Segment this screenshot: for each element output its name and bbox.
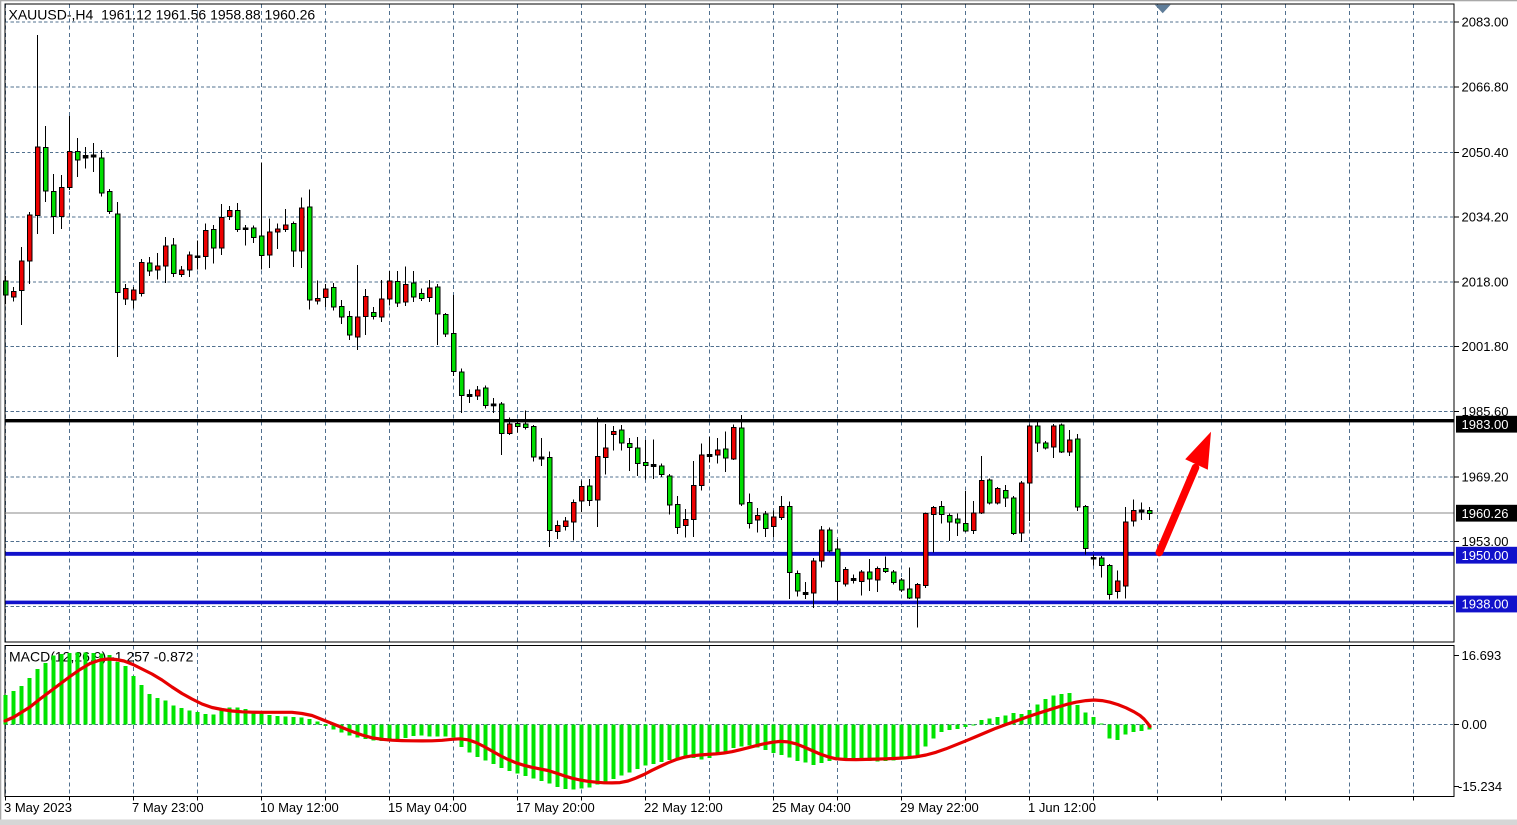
svg-text:1950.00: 1950.00 <box>1462 548 1509 563</box>
svg-text:2083.00: 2083.00 <box>1462 15 1509 30</box>
svg-text:1969.20: 1969.20 <box>1462 469 1509 484</box>
svg-text:2018.00: 2018.00 <box>1462 275 1509 290</box>
svg-text:1953.00: 1953.00 <box>1462 534 1509 549</box>
svg-text:22 May 12:00: 22 May 12:00 <box>644 800 723 815</box>
svg-text:2066.80: 2066.80 <box>1462 80 1509 95</box>
svg-text:29 May 22:00: 29 May 22:00 <box>900 800 979 815</box>
svg-text:1 Jun 12:00: 1 Jun 12:00 <box>1028 800 1096 815</box>
svg-text:2034.20: 2034.20 <box>1462 210 1509 225</box>
svg-text:-15.234: -15.234 <box>1458 779 1502 794</box>
svg-text:1985.60: 1985.60 <box>1462 404 1509 419</box>
svg-text:15 May 04:00: 15 May 04:00 <box>388 800 467 815</box>
svg-text:25 May 04:00: 25 May 04:00 <box>772 800 851 815</box>
svg-text:3 May 2023: 3 May 2023 <box>4 800 72 815</box>
svg-text:1960.26: 1960.26 <box>1462 506 1509 521</box>
svg-text:2001.80: 2001.80 <box>1462 339 1509 354</box>
svg-text:7 May 23:00: 7 May 23:00 <box>132 800 204 815</box>
svg-text:17 May 20:00: 17 May 20:00 <box>516 800 595 815</box>
svg-text:1983.00: 1983.00 <box>1462 417 1509 432</box>
svg-text:XAUUSD-,H4 1961.12 1961.56 19: XAUUSD-,H4 1961.12 1961.56 1958.88 1960.… <box>9 7 316 23</box>
svg-text:1938.00: 1938.00 <box>1462 597 1509 612</box>
svg-text:16.693: 16.693 <box>1462 648 1502 663</box>
svg-text:0.00: 0.00 <box>1462 717 1487 732</box>
svg-text:10 May 12:00: 10 May 12:00 <box>260 800 339 815</box>
svg-text:2050.40: 2050.40 <box>1462 145 1509 160</box>
